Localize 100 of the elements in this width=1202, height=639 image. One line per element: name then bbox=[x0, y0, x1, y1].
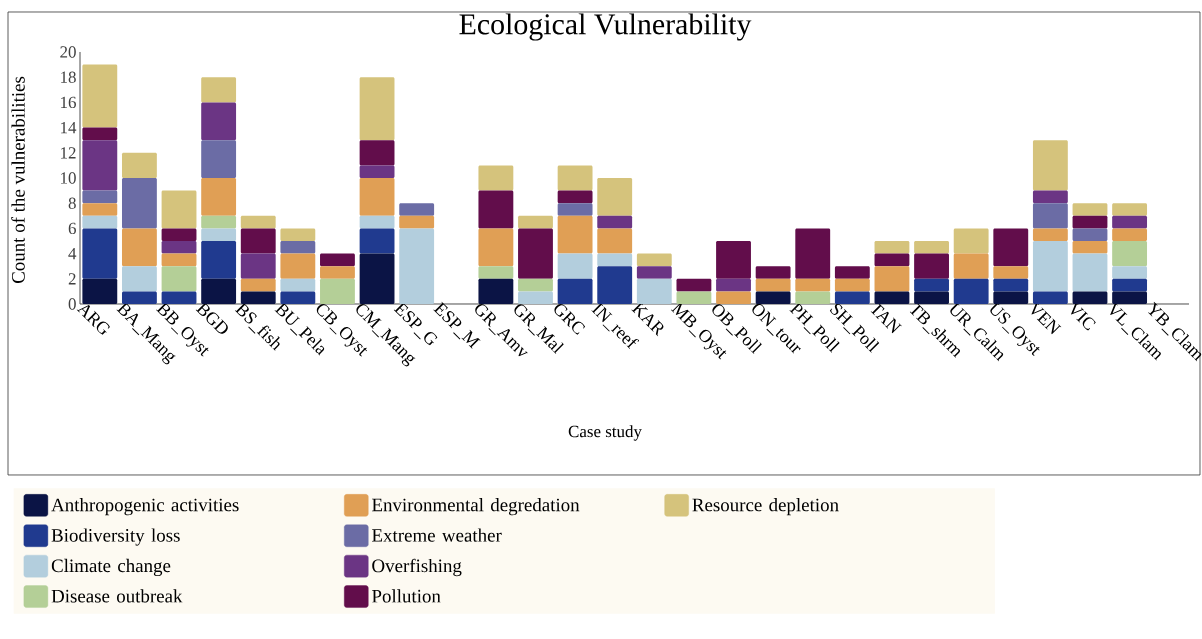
bar bbox=[161, 266, 197, 292]
bar bbox=[161, 253, 197, 267]
bar bbox=[82, 127, 118, 141]
bar bbox=[557, 253, 593, 279]
bar bbox=[280, 228, 316, 241]
bar bbox=[676, 291, 712, 304]
bar bbox=[201, 102, 237, 141]
bar bbox=[1112, 291, 1148, 304]
bar bbox=[121, 228, 157, 267]
bar bbox=[82, 278, 118, 304]
bar bbox=[201, 140, 237, 178]
bar bbox=[1112, 240, 1148, 267]
bar bbox=[82, 203, 118, 216]
bar bbox=[359, 215, 395, 229]
bar bbox=[557, 165, 593, 191]
bar bbox=[1112, 215, 1148, 229]
bar bbox=[1112, 228, 1148, 241]
bar bbox=[121, 152, 157, 178]
x-axis-title: Case study bbox=[568, 425, 642, 441]
legend-label: Overfishing bbox=[372, 558, 462, 577]
bar bbox=[359, 228, 395, 254]
legend-label: Pollution bbox=[372, 589, 441, 603]
bar bbox=[478, 165, 514, 191]
bar bbox=[676, 278, 712, 292]
bar bbox=[874, 253, 910, 267]
bar bbox=[240, 215, 276, 229]
bar bbox=[359, 253, 395, 304]
bar bbox=[359, 140, 395, 166]
bar bbox=[280, 240, 316, 254]
bar bbox=[1072, 215, 1108, 229]
y-tick-label: 4 bbox=[68, 248, 77, 260]
bar bbox=[795, 228, 831, 279]
bar bbox=[993, 228, 1029, 267]
bar bbox=[834, 278, 870, 292]
y-tick-label: 14 bbox=[61, 121, 77, 134]
bar bbox=[914, 291, 949, 304]
bar bbox=[1032, 203, 1068, 229]
y-tick-label: 16 bbox=[61, 96, 76, 109]
bar bbox=[993, 278, 1029, 292]
bar bbox=[82, 64, 118, 128]
legend-label: Climate change bbox=[51, 558, 171, 577]
bar bbox=[518, 215, 553, 229]
y-tick-label: 12 bbox=[61, 147, 76, 159]
bar bbox=[795, 278, 831, 292]
bar bbox=[1032, 291, 1068, 304]
bar bbox=[161, 240, 197, 254]
bar bbox=[161, 291, 197, 304]
legend-label: Biodiversity loss bbox=[51, 528, 180, 546]
bar bbox=[161, 228, 197, 241]
bar bbox=[914, 278, 949, 292]
bar bbox=[636, 266, 672, 279]
y-tick-label: 8 bbox=[68, 197, 76, 209]
bar bbox=[201, 177, 237, 216]
bar bbox=[1072, 240, 1108, 254]
bar bbox=[280, 278, 316, 292]
bar bbox=[478, 228, 514, 267]
bar bbox=[1112, 203, 1148, 216]
bar bbox=[557, 203, 593, 216]
bar bbox=[1032, 228, 1068, 241]
bar bbox=[953, 228, 989, 254]
bar bbox=[597, 177, 633, 216]
bar bbox=[874, 291, 910, 304]
bar bbox=[1032, 190, 1068, 204]
bar bbox=[121, 291, 157, 304]
bar bbox=[755, 278, 791, 292]
bar bbox=[1112, 266, 1148, 279]
bar bbox=[597, 253, 633, 267]
bar bbox=[993, 266, 1029, 279]
bar bbox=[597, 228, 633, 254]
bar bbox=[914, 253, 949, 279]
bar bbox=[874, 240, 910, 254]
y-tick-label: 18 bbox=[61, 71, 76, 83]
bar bbox=[636, 253, 672, 267]
bar bbox=[1072, 228, 1108, 241]
bar bbox=[82, 190, 118, 204]
bar bbox=[1072, 291, 1108, 304]
chart-title: Ecological Vulnerability bbox=[459, 13, 752, 41]
bar bbox=[755, 266, 791, 279]
bar bbox=[478, 278, 514, 304]
bar bbox=[795, 291, 831, 304]
y-tick-label: 10 bbox=[61, 172, 76, 184]
bar bbox=[834, 266, 870, 279]
bar bbox=[82, 228, 118, 279]
bar bbox=[399, 228, 435, 304]
bar bbox=[597, 215, 633, 229]
bar bbox=[716, 278, 751, 292]
y-tick-label: 0 bbox=[68, 298, 76, 310]
y-tick-label: 6 bbox=[68, 222, 76, 235]
bar bbox=[716, 291, 751, 304]
bar bbox=[240, 291, 276, 304]
bar bbox=[320, 266, 355, 279]
bar bbox=[399, 215, 435, 229]
bar bbox=[161, 190, 197, 229]
bar bbox=[1032, 140, 1068, 191]
bar bbox=[1032, 240, 1068, 292]
bar bbox=[280, 253, 316, 279]
bar bbox=[121, 177, 157, 229]
x-tick-label: ARG bbox=[76, 305, 110, 335]
bar bbox=[280, 291, 316, 304]
bar bbox=[201, 240, 237, 279]
